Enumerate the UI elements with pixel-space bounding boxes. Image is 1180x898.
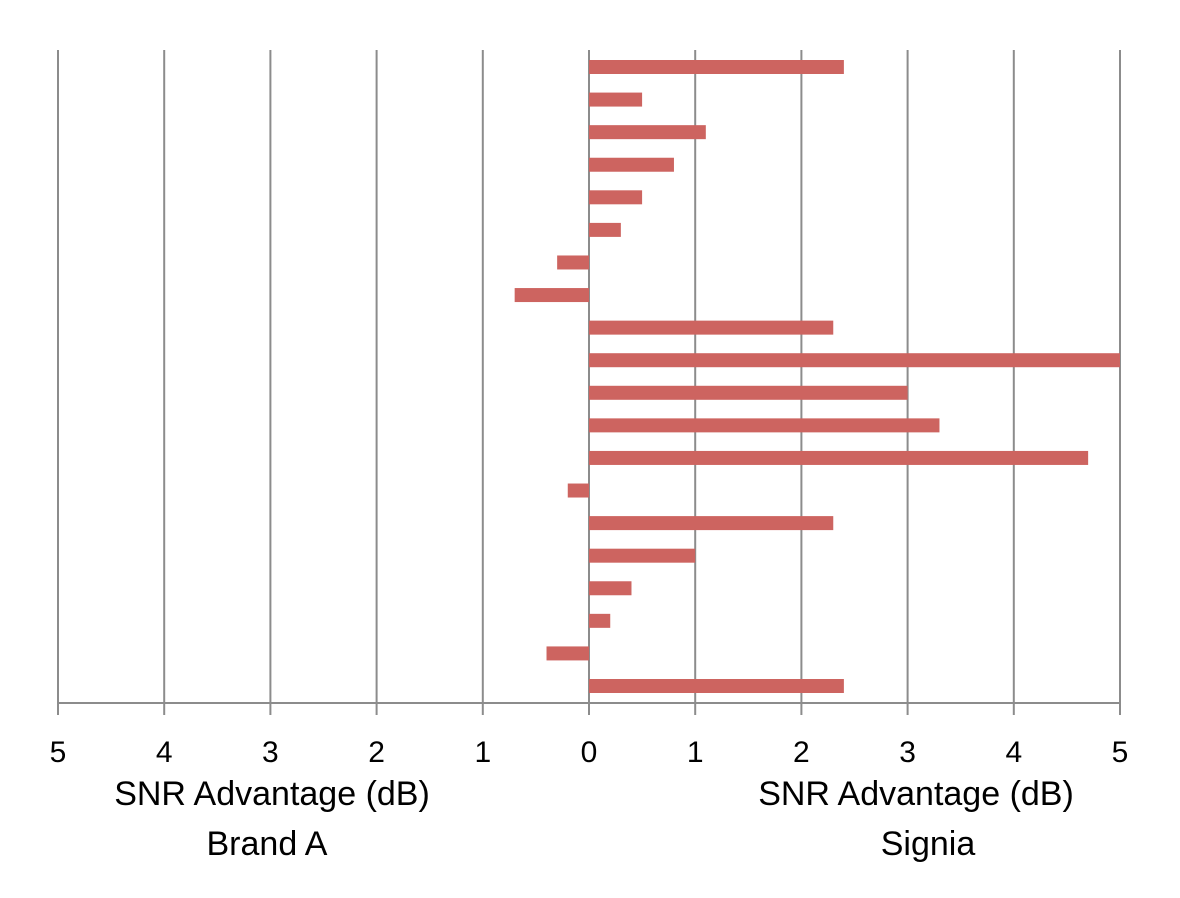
x-tick-label-5: 0	[581, 736, 598, 769]
bar-7	[514, 288, 589, 303]
bar-12	[589, 450, 1089, 465]
bar-1	[589, 92, 643, 107]
x-axis	[57, 702, 1121, 715]
bar-2	[589, 125, 706, 140]
bar-11	[589, 418, 940, 433]
x-tick-label-2: 3	[262, 736, 279, 769]
bar-19	[589, 679, 844, 693]
bar-14	[589, 516, 834, 531]
bars	[514, 60, 1120, 693]
left-axis-label: SNR Advantage (dB)	[114, 775, 430, 813]
bar-18	[546, 646, 589, 661]
x-tick-label-8: 3	[899, 736, 916, 769]
x-tick-labels: 5 4 3 2 1 0 1 2 3 4 5	[50, 736, 1129, 769]
bar-3	[589, 157, 674, 172]
bar-5	[589, 222, 621, 237]
x-tick-label-9: 4	[1005, 736, 1022, 769]
x-tick-label-3: 2	[368, 736, 385, 769]
bar-4	[589, 190, 643, 205]
bar-10	[589, 385, 908, 400]
x-tick-label-7: 2	[793, 736, 810, 769]
right-axis-label: SNR Advantage (dB)	[758, 775, 1074, 813]
gridlines	[57, 50, 1121, 703]
bar-17	[589, 613, 611, 628]
bar-16	[589, 581, 632, 596]
x-tick-label-1: 4	[156, 736, 173, 769]
bar-15	[589, 548, 696, 563]
x-tick-label-0: 5	[50, 736, 67, 769]
bar-8	[589, 320, 834, 335]
bar-13	[567, 483, 589, 498]
right-axis-group: Signia	[881, 825, 976, 863]
bar-0	[589, 60, 844, 74]
bar-6	[557, 255, 589, 270]
x-tick-label-10: 5	[1112, 736, 1129, 769]
x-tick-label-6: 1	[687, 736, 704, 769]
left-axis-group: Brand A	[207, 825, 328, 863]
bar-9	[589, 353, 1120, 368]
x-tick-label-4: 1	[474, 736, 491, 769]
